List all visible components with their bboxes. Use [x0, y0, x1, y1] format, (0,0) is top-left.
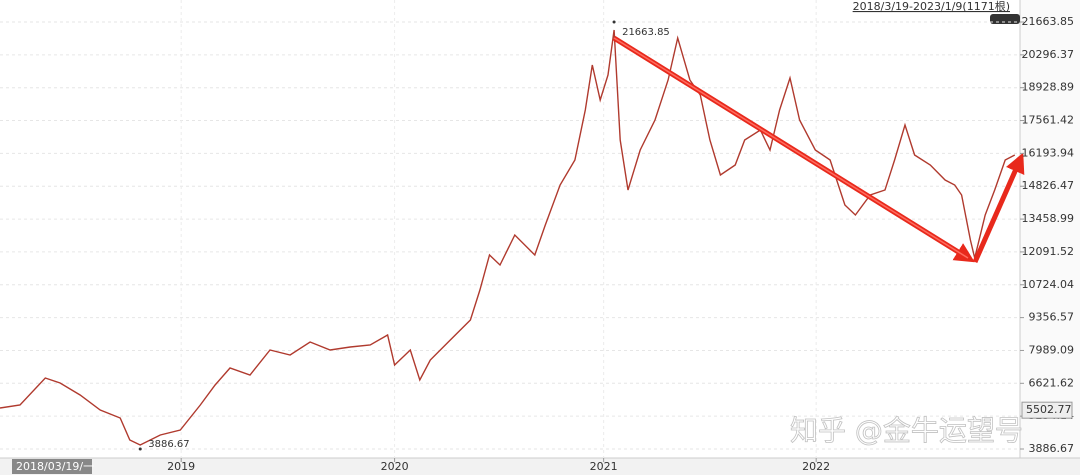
x-tick-label: 2020	[381, 460, 409, 473]
y-tick-label: 17561.42	[1022, 114, 1075, 127]
y-tick-label: 13458.99	[1022, 212, 1075, 225]
trend-arrow	[972, 152, 1025, 264]
y-axis-panel	[1020, 0, 1080, 475]
x-tick-label: 2022	[802, 460, 830, 473]
plot	[0, 0, 1020, 458]
x-tick-label: 2019	[167, 460, 195, 473]
extreme-point	[612, 20, 616, 24]
y-tick-label: 9356.57	[1029, 311, 1075, 324]
cursor-box	[1021, 401, 1073, 419]
y-tick-label: 18928.89	[1022, 81, 1075, 94]
y-tick-label: 20296.37	[1022, 48, 1075, 61]
cursor-label: 5502.77	[1026, 403, 1072, 416]
extreme-point	[138, 447, 142, 451]
watermark: 知乎 @金牛运望号	[790, 414, 1023, 447]
range-label: 2018/3/19-2023/1/9(1171根)	[853, 0, 1010, 13]
y-tick-label: 16193.94	[1022, 146, 1075, 159]
y-tick-label: 12091.52	[1022, 245, 1075, 258]
x-tick-label: 2018/03/19/一	[16, 460, 94, 473]
x-tick-label: 2021	[590, 460, 618, 473]
y-tick-label: 7989.09	[1029, 343, 1075, 356]
x-axis-panel	[0, 458, 1080, 475]
trend-line	[613, 37, 969, 259]
y-tick-label: 14826.47	[1022, 179, 1075, 192]
extreme-label: 21663.85	[622, 27, 670, 38]
y-tick-label: 10724.04	[1022, 278, 1075, 291]
x-cursor-box	[12, 459, 92, 474]
y-tick-label: 3886.67	[1029, 442, 1075, 455]
price-line	[0, 29, 1016, 446]
extreme-label: 3886.67	[148, 439, 189, 450]
y-tick-label: 21663.85	[1022, 15, 1075, 28]
y-tick-label: 6621.62	[1029, 376, 1075, 389]
